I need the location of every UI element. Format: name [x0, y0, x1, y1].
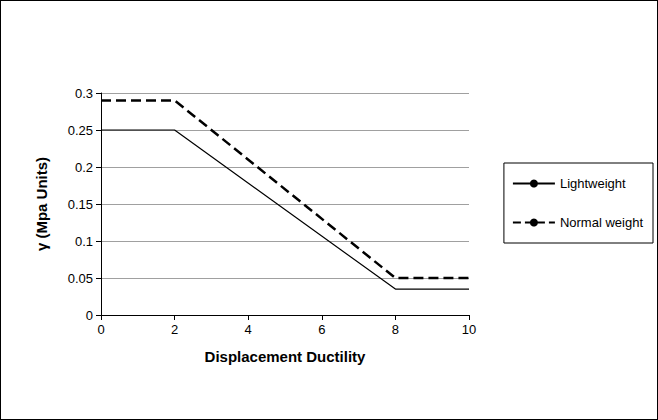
svg-text:γ (Mpa Units): γ (Mpa Units)	[33, 157, 50, 251]
svg-text:8: 8	[392, 322, 399, 337]
svg-text:6: 6	[318, 322, 325, 337]
svg-text:10: 10	[462, 322, 476, 337]
svg-text:0.3: 0.3	[75, 86, 93, 101]
svg-text:Normal weight: Normal weight	[560, 215, 643, 230]
svg-text:0.25: 0.25	[68, 123, 93, 138]
svg-text:0: 0	[97, 322, 104, 337]
svg-text:Lightweight: Lightweight	[560, 176, 626, 191]
svg-text:0.15: 0.15	[68, 197, 93, 212]
svg-text:Displacement Ductility: Displacement Ductility	[205, 348, 367, 365]
svg-text:2: 2	[171, 322, 178, 337]
svg-text:0.05: 0.05	[68, 271, 93, 286]
svg-text:4: 4	[245, 322, 252, 337]
svg-text:0: 0	[86, 308, 93, 323]
svg-text:0.2: 0.2	[75, 160, 93, 175]
svg-text:0.1: 0.1	[75, 234, 93, 249]
